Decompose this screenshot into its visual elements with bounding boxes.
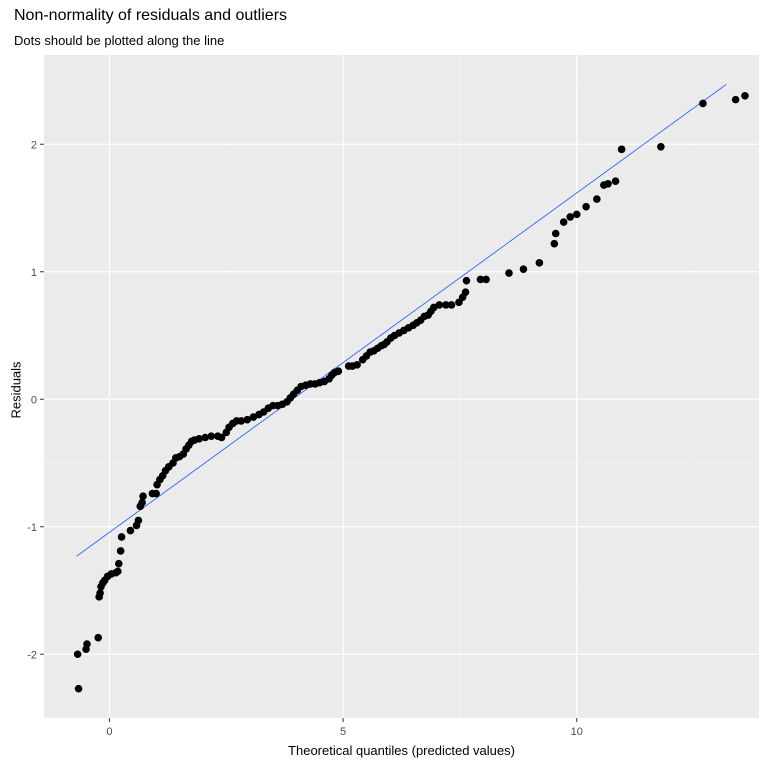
residual-point xyxy=(519,265,528,274)
residual-point xyxy=(126,526,135,535)
chart-title: Non-normality of residuals and outliers xyxy=(14,7,288,24)
residual-point xyxy=(237,417,246,425)
residual-point xyxy=(334,367,343,376)
x-axis-label: Theoretical quantiles (predicted values) xyxy=(288,743,515,758)
residual-point xyxy=(566,213,575,221)
residual-point xyxy=(217,433,226,442)
residual-point xyxy=(505,269,513,277)
residual-point xyxy=(73,650,82,659)
residual-point xyxy=(353,361,361,369)
residual-point xyxy=(741,92,749,100)
residual-point xyxy=(535,259,544,267)
residual-point xyxy=(195,434,203,443)
residual-point xyxy=(114,567,122,576)
residual-point xyxy=(96,589,104,597)
residual-point xyxy=(476,275,485,284)
residual-point xyxy=(731,95,740,104)
x-tick-label: 5 xyxy=(340,726,346,738)
residual-point xyxy=(243,415,252,424)
residual-point xyxy=(152,489,160,498)
residual-point xyxy=(572,210,581,219)
y-tick-label: 2 xyxy=(31,139,37,151)
x-tick-label: 0 xyxy=(106,726,112,738)
y-tick-label: -2 xyxy=(27,649,37,661)
residual-point xyxy=(116,547,125,555)
residual-point xyxy=(74,684,83,693)
residual-point xyxy=(447,301,456,309)
residual-point xyxy=(461,288,470,296)
residual-point xyxy=(114,559,123,568)
residual-point xyxy=(201,433,210,442)
residual-point xyxy=(551,229,560,238)
points-group xyxy=(73,92,749,693)
residual-point xyxy=(657,143,665,151)
residual-point xyxy=(582,202,590,211)
residual-point xyxy=(617,145,626,154)
plot-panel xyxy=(44,55,759,718)
residual-point xyxy=(550,239,559,248)
residual-point xyxy=(604,179,612,188)
residual-point xyxy=(83,640,91,648)
reference-line xyxy=(76,83,727,557)
residual-point xyxy=(435,301,444,309)
x-tick-label: 10 xyxy=(571,726,583,738)
y-axis-label: Residuals xyxy=(8,361,24,419)
residual-point xyxy=(139,492,147,500)
residual-point xyxy=(442,301,450,309)
residual-point xyxy=(94,633,103,642)
residual-point xyxy=(699,99,707,108)
grid-lines xyxy=(44,55,759,719)
y-tick-label: -1 xyxy=(27,522,37,534)
residual-point xyxy=(134,516,143,525)
reference-line-group xyxy=(76,83,727,557)
chart-subtitle: Dots should be plotted along the line xyxy=(14,33,225,48)
residual-point xyxy=(611,177,620,186)
y-tick-label: 0 xyxy=(31,394,37,406)
residual-point xyxy=(593,195,601,203)
tick-labels: 0 5 10 -2 -1 0 1 2 xyxy=(27,139,583,738)
residual-point xyxy=(482,275,490,284)
residual-point xyxy=(117,533,126,541)
residual-point xyxy=(138,498,146,507)
residual-point xyxy=(559,218,568,226)
residual-point xyxy=(207,432,216,441)
y-tick-label: 1 xyxy=(31,267,37,279)
residual-point xyxy=(462,276,471,285)
